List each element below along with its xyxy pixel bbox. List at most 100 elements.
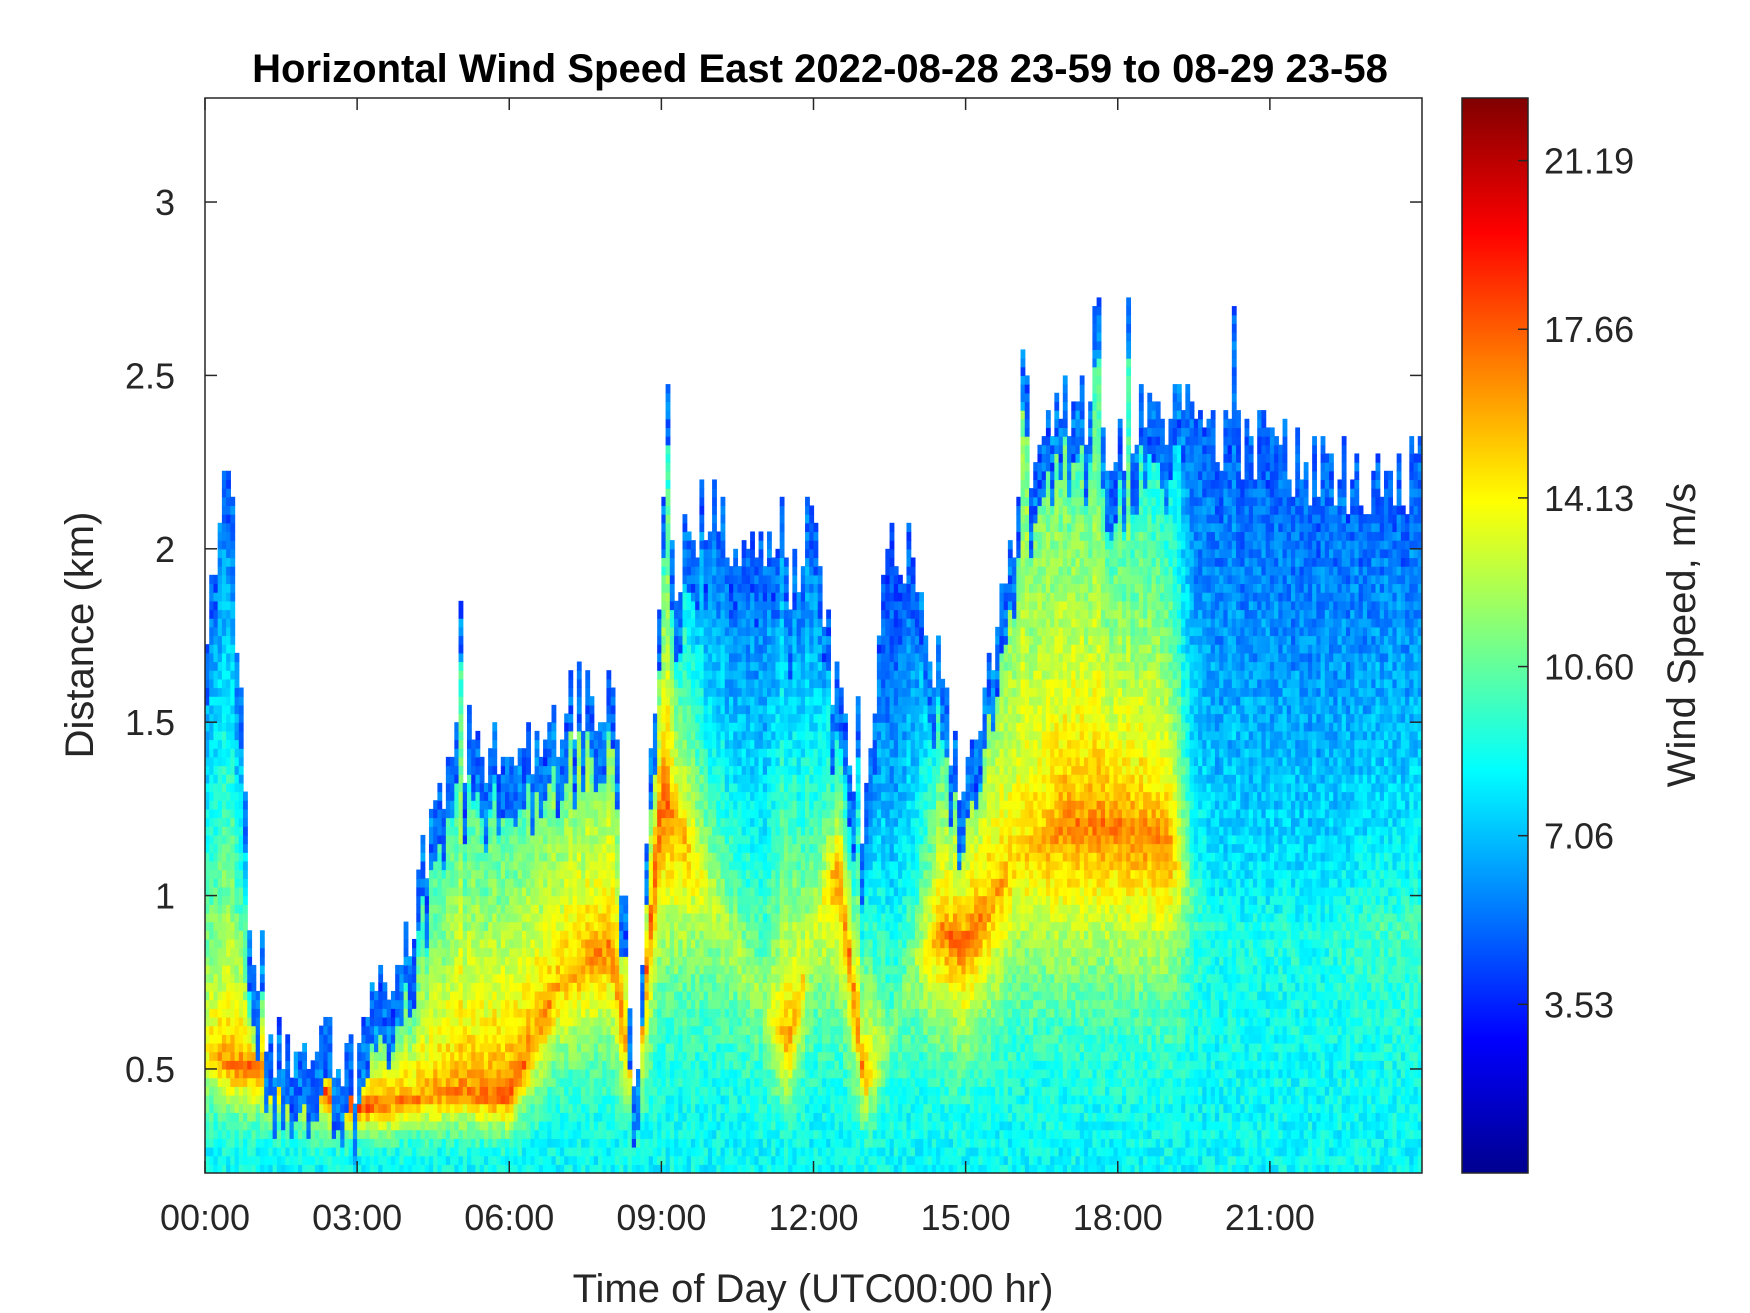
heatmap-cell bbox=[483, 800, 489, 810]
heatmap-cell bbox=[669, 1112, 675, 1122]
heatmap-cell bbox=[213, 1016, 219, 1027]
heatmap-cell bbox=[568, 1077, 574, 1087]
heatmap-cell bbox=[509, 1016, 515, 1027]
heatmap-cell bbox=[433, 1094, 439, 1105]
heatmap-cell bbox=[597, 1164, 603, 1173]
heatmap-cell bbox=[559, 817, 565, 827]
heatmap-cell bbox=[378, 1164, 384, 1173]
heatmap-cell bbox=[665, 1103, 671, 1113]
heatmap-cell bbox=[226, 522, 231, 533]
heatmap-cell bbox=[690, 696, 696, 706]
heatmap-cell bbox=[589, 1146, 595, 1157]
heatmap-cell bbox=[234, 973, 240, 983]
heatmap-cell bbox=[268, 1086, 274, 1096]
heatmap-cell bbox=[568, 895, 574, 905]
heatmap-cell bbox=[450, 1155, 455, 1165]
heatmap-cell bbox=[589, 826, 595, 836]
heatmap-cell bbox=[412, 982, 417, 992]
heatmap-cell bbox=[492, 730, 498, 741]
heatmap-cell bbox=[488, 1077, 493, 1087]
heatmap-cell bbox=[661, 1155, 667, 1165]
heatmap-cell bbox=[454, 1155, 460, 1165]
heatmap-cell bbox=[686, 930, 692, 940]
heatmap-cell bbox=[665, 418, 671, 429]
heatmap-cell bbox=[428, 912, 434, 923]
heatmap-cell bbox=[581, 1094, 586, 1105]
heatmap-cell bbox=[500, 947, 506, 957]
heatmap-cell bbox=[665, 1129, 671, 1139]
heatmap-cell bbox=[597, 1086, 603, 1096]
heatmap-cell bbox=[243, 1025, 248, 1035]
heatmap-cell bbox=[412, 1042, 417, 1053]
heatmap-cell bbox=[589, 722, 595, 732]
heatmap-cell bbox=[247, 982, 253, 992]
heatmap-cell bbox=[665, 973, 671, 983]
heatmap-cell bbox=[213, 1146, 219, 1157]
heatmap-cell bbox=[690, 782, 696, 793]
heatmap-cell bbox=[597, 921, 603, 931]
heatmap-cell bbox=[213, 1129, 219, 1139]
heatmap-cell bbox=[593, 782, 599, 793]
heatmap-cell bbox=[433, 817, 439, 827]
heatmap-cell bbox=[437, 912, 443, 923]
heatmap-cell bbox=[462, 912, 468, 923]
heatmap-cell bbox=[466, 782, 472, 793]
heatmap-cell bbox=[665, 869, 671, 879]
heatmap-cell bbox=[686, 661, 692, 671]
heatmap-cell bbox=[564, 834, 570, 845]
heatmap-cell bbox=[428, 817, 434, 827]
heatmap-cell bbox=[703, 1086, 709, 1096]
heatmap-cell bbox=[496, 973, 502, 983]
heatmap-cell bbox=[593, 1077, 599, 1087]
heatmap-cell bbox=[606, 930, 612, 940]
heatmap-cell bbox=[205, 1034, 210, 1044]
heatmap-cell bbox=[255, 1112, 261, 1122]
heatmap-cell bbox=[513, 843, 519, 853]
heatmap-cell bbox=[428, 869, 434, 879]
heatmap-cell bbox=[365, 1094, 371, 1105]
heatmap-cell bbox=[221, 1129, 227, 1139]
heatmap-cell bbox=[699, 956, 705, 966]
heatmap-cell bbox=[530, 964, 536, 975]
heatmap-cell bbox=[479, 1042, 485, 1053]
heatmap-cell bbox=[690, 592, 696, 602]
heatmap-cell bbox=[492, 765, 498, 775]
heatmap-cell bbox=[492, 1077, 498, 1087]
heatmap-cell bbox=[538, 956, 544, 966]
heatmap-cell bbox=[699, 1112, 705, 1122]
heatmap-cell bbox=[483, 1016, 489, 1027]
heatmap-cell bbox=[602, 1120, 608, 1131]
heatmap-cell bbox=[365, 1103, 371, 1113]
heatmap-cell bbox=[551, 817, 557, 827]
heatmap-cell bbox=[483, 921, 489, 931]
heatmap-cell bbox=[623, 947, 629, 957]
heatmap-cell bbox=[678, 817, 684, 827]
heatmap-cell bbox=[314, 1086, 320, 1096]
heatmap-cell bbox=[576, 808, 582, 819]
heatmap-cell bbox=[462, 930, 468, 940]
heatmap-cell bbox=[319, 1112, 324, 1122]
heatmap-cell bbox=[213, 800, 219, 810]
heatmap-cell bbox=[209, 817, 215, 827]
heatmap-cell bbox=[230, 1112, 236, 1122]
heatmap-cell bbox=[682, 1129, 688, 1139]
heatmap-cell bbox=[424, 1146, 430, 1157]
heatmap-cell bbox=[674, 1129, 679, 1139]
heatmap-cell bbox=[395, 1094, 400, 1105]
heatmap-cell bbox=[319, 1138, 324, 1148]
heatmap-cell bbox=[682, 1103, 688, 1113]
heatmap-cell bbox=[538, 791, 544, 801]
heatmap-cell bbox=[648, 791, 654, 801]
heatmap-cell bbox=[243, 973, 248, 983]
heatmap-cell bbox=[492, 782, 498, 793]
heatmap-cell bbox=[365, 1042, 371, 1053]
heatmap-cell bbox=[475, 1008, 481, 1018]
heatmap-cell bbox=[707, 938, 713, 949]
heatmap-cell bbox=[285, 1051, 291, 1061]
heatmap-cell bbox=[657, 791, 662, 801]
heatmap-cell bbox=[614, 878, 620, 888]
heatmap-cell bbox=[572, 904, 578, 914]
heatmap-cell bbox=[483, 982, 489, 992]
heatmap-cell bbox=[428, 860, 434, 871]
heatmap-cell bbox=[521, 1155, 527, 1165]
